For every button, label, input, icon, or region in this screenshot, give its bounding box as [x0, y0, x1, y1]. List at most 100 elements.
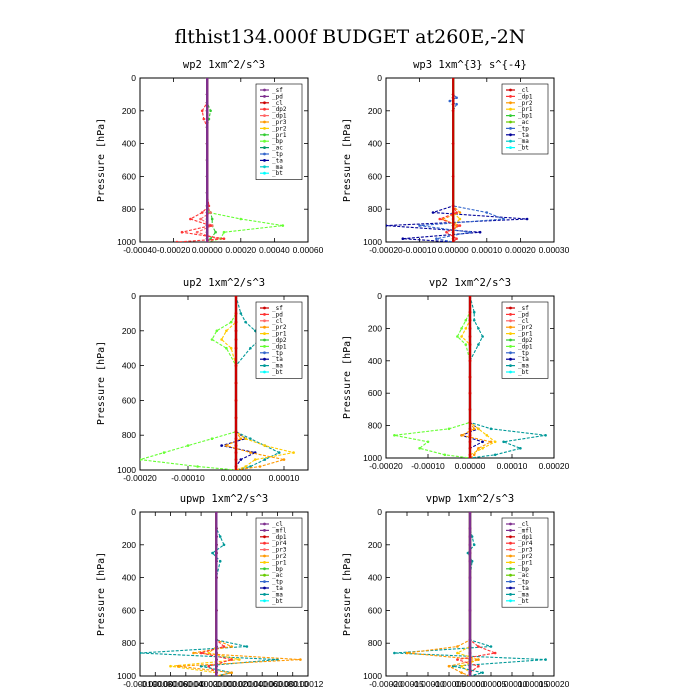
- series-point: [477, 658, 480, 661]
- series-point: [199, 664, 203, 668]
- series-point: [215, 535, 218, 538]
- x-tick-label: 0.00060: [293, 245, 324, 255]
- chart-panel-3: up2 1xm^2/s^3 Pressure [hPa] 0 200 400 600 800…: [96, 277, 309, 483]
- series-point: [234, 338, 238, 341]
- series-point: [281, 224, 285, 227]
- series-point: [215, 638, 218, 642]
- series-point: [211, 551, 214, 555]
- series-point: [451, 211, 455, 214]
- series-group: [175, 78, 285, 242]
- series-point: [489, 645, 493, 648]
- series-point: [205, 237, 209, 240]
- series-point: [544, 658, 547, 661]
- series-point: [229, 320, 233, 324]
- series-point: [215, 658, 218, 661]
- chart-panel-6: vpwp 1xm^2/s^3 Pressure [hPa] 0 200 400 600 80…: [342, 493, 570, 689]
- series-point: [205, 175, 209, 178]
- legend-label: _cl: [272, 318, 283, 325]
- series-point: [477, 327, 480, 330]
- series-point: [205, 101, 209, 104]
- series-point: [205, 191, 209, 195]
- legend-label: _ac: [518, 572, 529, 579]
- y-tick-label: 400: [368, 139, 382, 149]
- legend-marker: [263, 114, 266, 117]
- plot-frame: [139, 295, 309, 471]
- series-point: [222, 237, 226, 240]
- series-point: [214, 230, 217, 234]
- y-tick-label: 200: [122, 326, 136, 336]
- x-tick-label: -0.00010: [123, 679, 157, 689]
- legend-marker: [263, 548, 266, 551]
- legend-label: _mfl: [272, 527, 287, 534]
- legend-marker: [263, 332, 266, 335]
- series-point: [282, 458, 286, 461]
- series-point: [215, 576, 218, 579]
- legend-marker: [263, 522, 266, 526]
- series-point: [205, 125, 209, 129]
- legend-marker: [509, 95, 512, 98]
- series-point: [189, 217, 192, 221]
- legend-label: _pr4: [272, 540, 287, 547]
- x-tick-label: 0.00006: [247, 679, 278, 689]
- series-line-pr4: [457, 512, 498, 676]
- series-point: [468, 427, 472, 431]
- legend-label: _pr1: [518, 559, 533, 566]
- panel-title: upwp 1xm^2/s^3: [180, 493, 269, 505]
- series-point: [456, 651, 459, 655]
- legend-label: _ma: [272, 591, 283, 598]
- series-point: [464, 343, 468, 346]
- legend-marker: [263, 139, 266, 143]
- panel-title: vpwp 1xm^2/s^3: [426, 493, 515, 505]
- x-tick-label: -0.00010: [411, 679, 445, 689]
- legend-marker: [263, 529, 266, 532]
- legend-marker: [263, 165, 266, 169]
- legend-marker: [263, 567, 266, 571]
- series-point: [477, 343, 480, 346]
- series-point: [468, 651, 472, 655]
- series-point: [472, 543, 476, 547]
- legend-marker: [509, 522, 512, 526]
- series-point: [451, 78, 455, 80]
- y-axis-label: Pressure [hPa]: [96, 552, 107, 636]
- legend-label: _bt: [518, 369, 529, 376]
- series-point: [393, 434, 396, 437]
- series-group: [393, 512, 547, 676]
- series-point: [244, 320, 247, 324]
- y-tick-label: 600: [368, 171, 382, 181]
- legend-marker: [509, 139, 512, 143]
- x-tick-label: 0.00010: [269, 473, 300, 483]
- legend-label: _bp: [518, 566, 529, 573]
- legend-label: _ac: [272, 145, 283, 152]
- x-tick-label: -0.00020: [369, 679, 403, 689]
- series-point: [485, 434, 489, 437]
- y-axis-label: Pressure [hPa]: [96, 341, 107, 425]
- legend-label: _dp1: [272, 343, 287, 350]
- series-point: [229, 346, 233, 350]
- series-point: [277, 451, 281, 454]
- series-point: [209, 109, 212, 113]
- legend-marker: [509, 101, 512, 105]
- legend-marker: [509, 338, 512, 342]
- series-line-ma: [394, 512, 546, 676]
- legend-marker: [263, 338, 266, 342]
- x-tick-label: -0.00008: [138, 679, 172, 689]
- series-point: [405, 651, 409, 655]
- x-tick-label: -0.00020: [157, 245, 191, 255]
- plot-frame: [139, 511, 309, 677]
- legend-label: _dp1: [518, 534, 533, 541]
- series-point: [234, 430, 238, 434]
- legend-marker: [263, 580, 266, 583]
- series-point: [205, 117, 209, 121]
- legend-marker: [509, 529, 512, 532]
- legend-marker: [263, 345, 266, 348]
- series-point: [468, 319, 472, 322]
- legend-marker: [509, 313, 512, 316]
- series-point: [239, 312, 243, 315]
- series-point: [468, 447, 472, 450]
- legend-marker: [509, 133, 512, 137]
- legend-marker: [263, 120, 266, 124]
- series-point: [468, 230, 472, 234]
- series-line-pr2: [441, 78, 461, 242]
- legend-label: _ta: [272, 356, 283, 363]
- series-point: [225, 444, 228, 447]
